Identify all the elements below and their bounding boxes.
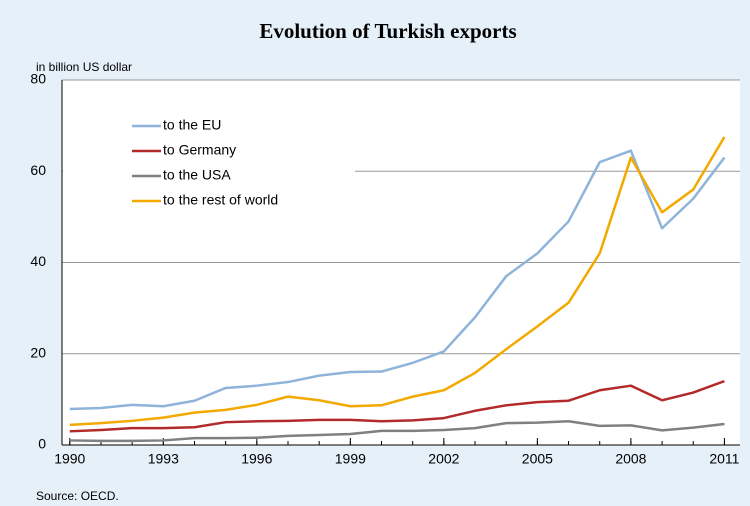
- legend-label: to Germany: [163, 142, 236, 158]
- y-tick-label: 40: [30, 253, 46, 269]
- series-line: [69, 136, 726, 427]
- x-tick-label: 2005: [522, 451, 553, 467]
- x-tick-label: 1996: [241, 451, 272, 467]
- y-tick-label: 0: [38, 436, 46, 452]
- x-tick-label: 1990: [54, 451, 85, 467]
- legend-label: to the USA: [163, 167, 231, 183]
- x-tick-label: 2008: [615, 451, 646, 467]
- x-tick-label: 2011: [709, 451, 739, 467]
- x-tick-label: 2002: [428, 451, 459, 467]
- y-tick-label: 60: [30, 162, 46, 178]
- x-tick-label: 1993: [148, 451, 179, 467]
- legend-label: to the rest of world: [163, 192, 278, 208]
- y-tick-label: 20: [30, 344, 46, 360]
- chart-title: Evolution of Turkish exports: [259, 19, 516, 43]
- series-line: [69, 149, 726, 411]
- y-tick-label: 80: [30, 71, 46, 87]
- source-note: Source: OECD.: [36, 489, 119, 503]
- series-line: [69, 420, 725, 443]
- series-line: [69, 379, 725, 433]
- legend-label: to the EU: [163, 117, 221, 133]
- x-tick-label: 1999: [335, 451, 366, 467]
- y-axis-label: in billion US dollar: [36, 60, 132, 74]
- legend-background: [63, 112, 355, 212]
